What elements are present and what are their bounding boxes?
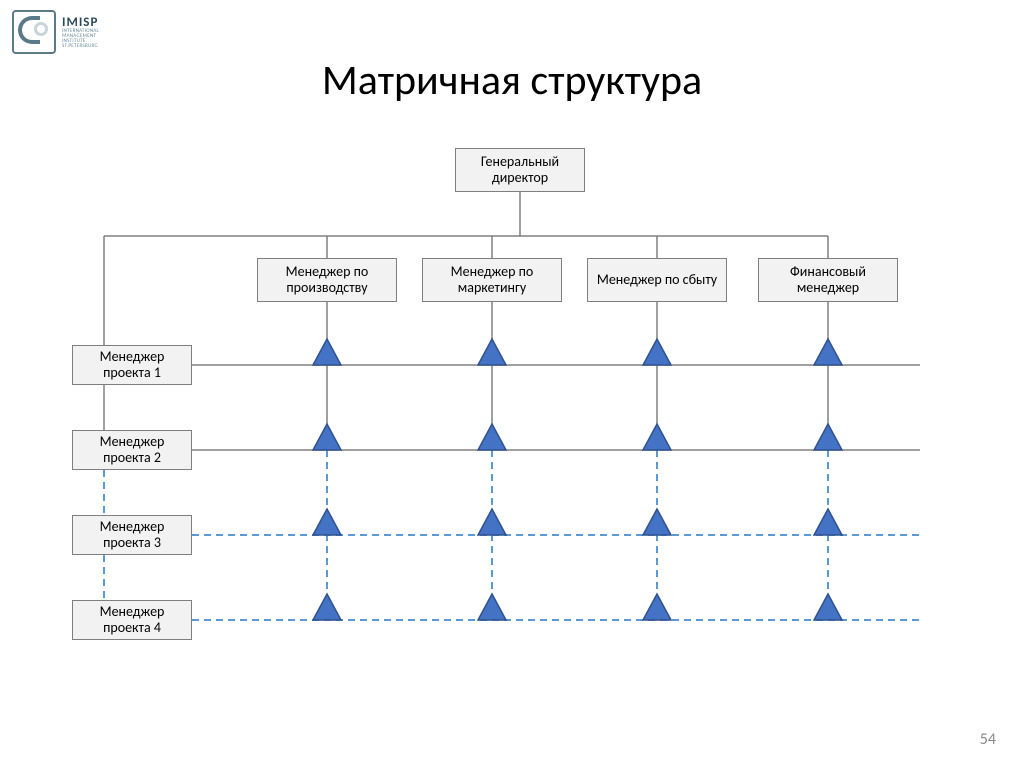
node-row-1: Менеджер проекта 2: [72, 430, 192, 470]
node-row-2: Менеджер проекта 3: [72, 515, 192, 555]
logo: IMISP INTERNATIONAL MANAGEMENT INSTITUTE…: [12, 8, 132, 56]
logo-text: IMISP INTERNATIONAL MANAGEMENT INSTITUTE…: [62, 16, 99, 49]
node-col-3: Финансовый менеджер: [758, 258, 898, 302]
node-ceo: Генеральныйдиректор: [455, 148, 585, 192]
slide-number: 54: [980, 730, 996, 749]
node-col-1: Менеджер по маркетингу: [422, 258, 562, 302]
logo-sub4: ST.PETERSBURG: [62, 44, 99, 49]
page-title: Матричная структура: [0, 55, 1024, 106]
node-row-0: Менеджер проекта 1: [72, 345, 192, 385]
node-col-2: Менеджер по сбыту: [587, 258, 727, 302]
node-row-3: Менеджер проекта 4: [72, 600, 192, 640]
logo-mark-icon: [12, 10, 56, 54]
node-col-0: Менеджер по производству: [257, 258, 397, 302]
logo-brand: IMISP: [62, 16, 99, 29]
